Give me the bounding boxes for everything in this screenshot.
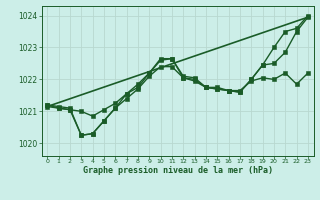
X-axis label: Graphe pression niveau de la mer (hPa): Graphe pression niveau de la mer (hPa) <box>83 166 273 175</box>
